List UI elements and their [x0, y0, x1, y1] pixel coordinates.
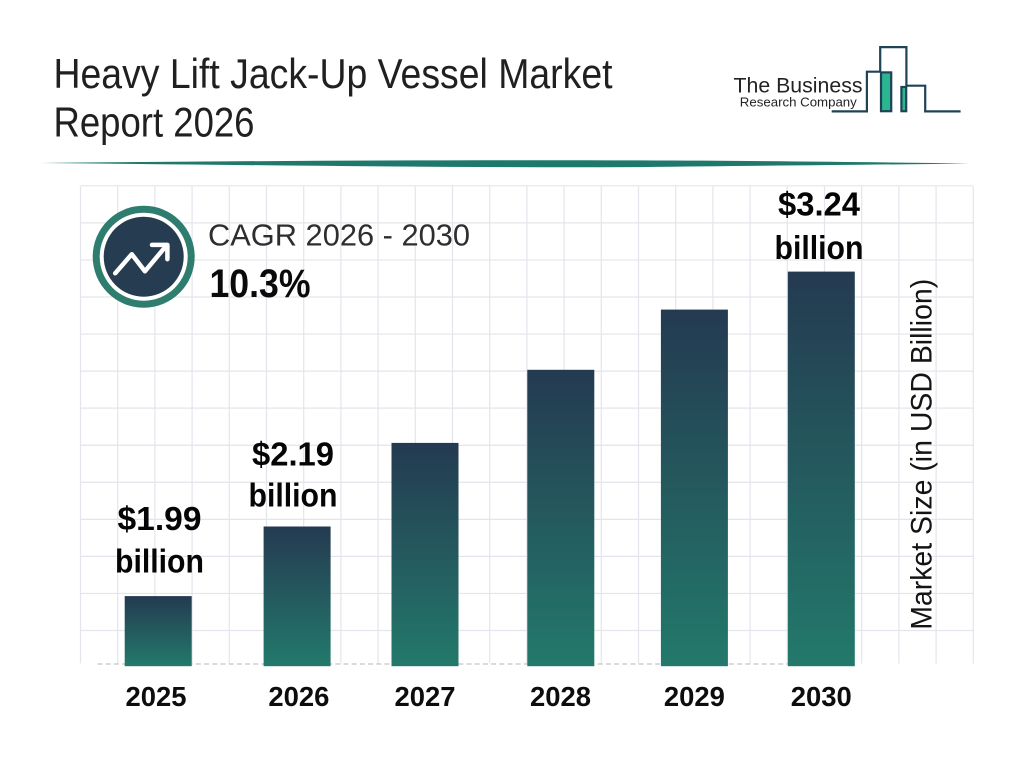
svg-text:$3.24: $3.24: [778, 185, 861, 222]
svg-text:2025: 2025: [126, 681, 187, 712]
svg-text:Research Company: Research Company: [740, 95, 857, 110]
svg-text:billion: billion: [115, 542, 204, 579]
svg-text:billion: billion: [775, 229, 864, 266]
svg-text:The Business: The Business: [734, 74, 863, 98]
svg-text:2027: 2027: [395, 681, 456, 712]
svg-text:2026: 2026: [268, 681, 329, 712]
svg-text:2030: 2030: [791, 681, 852, 712]
svg-text:billion: billion: [249, 476, 338, 513]
svg-text:2029: 2029: [664, 681, 725, 712]
svg-text:Market Size (in USD Billion): Market Size (in USD Billion): [906, 279, 939, 630]
svg-text:Report 2026: Report 2026: [54, 99, 255, 146]
svg-text:2028: 2028: [530, 681, 591, 712]
svg-text:Heavy Lift Jack-Up Vessel Mark: Heavy Lift Jack-Up Vessel Market: [54, 50, 613, 97]
svg-text:10.3%: 10.3%: [210, 262, 311, 306]
svg-text:$2.19: $2.19: [252, 435, 334, 472]
svg-text:$1.99: $1.99: [118, 500, 202, 537]
svg-text:CAGR 2026 - 2030: CAGR 2026 - 2030: [208, 217, 470, 252]
